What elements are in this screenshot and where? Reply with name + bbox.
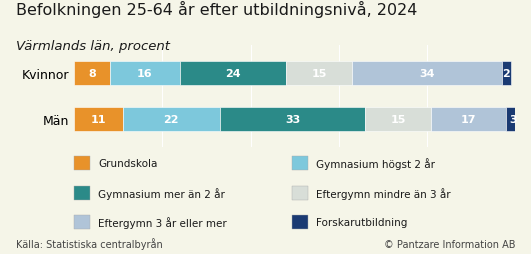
Text: Gymnasium högst 2 år: Gymnasium högst 2 år xyxy=(316,158,435,170)
Text: 16: 16 xyxy=(137,68,153,78)
Bar xyxy=(352,61,502,85)
Bar xyxy=(506,108,519,132)
Text: Gymnasium mer än 2 år: Gymnasium mer än 2 år xyxy=(98,187,225,199)
Text: Befolkningen 25-64 år efter utbildningsnivå, 2024: Befolkningen 25-64 år efter utbildningsn… xyxy=(16,1,417,18)
Text: 8: 8 xyxy=(88,68,96,78)
Bar xyxy=(74,61,109,85)
Text: © Pantzare Information AB: © Pantzare Information AB xyxy=(383,239,515,249)
Text: 17: 17 xyxy=(461,115,476,125)
Text: 22: 22 xyxy=(164,115,179,125)
Bar xyxy=(286,61,352,85)
Text: 24: 24 xyxy=(225,68,241,78)
Text: Värmlands län, procent: Värmlands län, procent xyxy=(16,39,170,52)
Text: 33: 33 xyxy=(285,115,300,125)
Bar xyxy=(365,108,431,132)
Text: 11: 11 xyxy=(91,115,106,125)
Text: Grundskola: Grundskola xyxy=(98,159,158,169)
Text: Forskarutbildning: Forskarutbildning xyxy=(316,217,407,227)
Text: 2: 2 xyxy=(502,68,510,78)
Text: Eftergymn mindre än 3 år: Eftergymn mindre än 3 år xyxy=(316,187,451,199)
Text: Eftergymn 3 år eller mer: Eftergymn 3 år eller mer xyxy=(98,216,227,228)
Bar xyxy=(180,61,286,85)
Bar xyxy=(123,108,220,132)
Bar xyxy=(431,108,506,132)
Bar xyxy=(109,61,180,85)
Bar xyxy=(502,61,511,85)
Text: 15: 15 xyxy=(311,68,327,78)
Bar xyxy=(220,108,365,132)
Text: Källa: Statistiska centralbyrån: Källa: Statistiska centralbyrån xyxy=(16,237,162,249)
Text: 15: 15 xyxy=(391,115,406,125)
Text: 3: 3 xyxy=(509,115,517,125)
Bar xyxy=(74,108,123,132)
Text: 34: 34 xyxy=(419,68,435,78)
